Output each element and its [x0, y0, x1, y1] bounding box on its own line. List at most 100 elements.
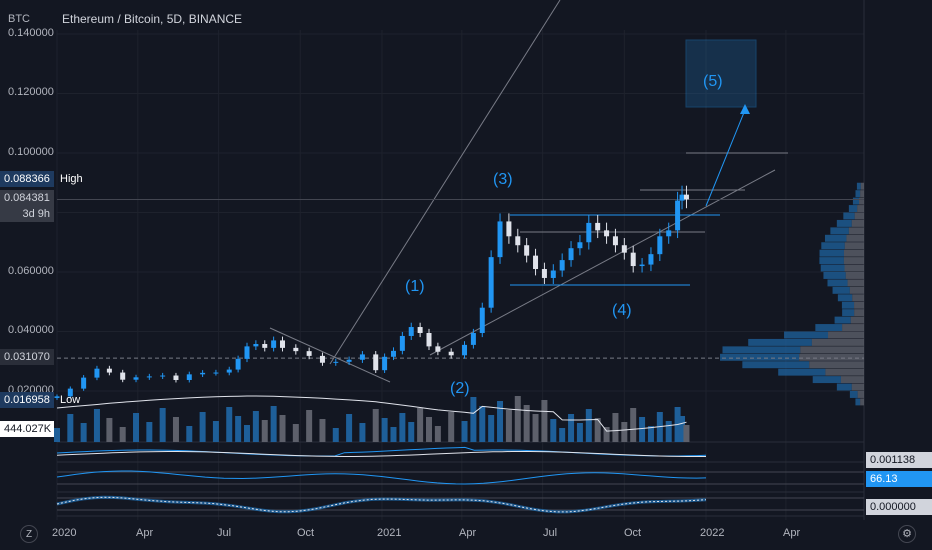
candle-body [417, 327, 423, 333]
profile-bar-up [819, 257, 844, 265]
profile-bar-up [842, 309, 855, 317]
price-tick: 0.100000 [8, 146, 54, 158]
volume-bar [679, 416, 686, 442]
profile-bar-down [846, 234, 864, 242]
candle-body [146, 376, 152, 378]
trendline-long [329, 0, 561, 365]
profile-bar-down [848, 227, 864, 235]
profile-bar-up [832, 286, 850, 294]
candle-body [506, 221, 512, 237]
candle-body [106, 368, 112, 373]
volume-ma-line [56, 395, 687, 432]
candle-body [462, 344, 468, 356]
low-label: Low [60, 394, 81, 406]
volume-bar [497, 401, 504, 442]
wave-label-3[interactable]: (3) [493, 171, 513, 188]
candle-body [470, 332, 476, 345]
profile-bar-down [825, 368, 864, 376]
profile-bar-up [836, 219, 852, 227]
profile-bar-down [849, 286, 864, 294]
volume-bar [603, 427, 610, 442]
profile-bar-down [860, 398, 864, 406]
volume-bar [186, 426, 193, 442]
volume-bar [252, 411, 259, 442]
high-value-tag: 0.088366 [0, 171, 54, 187]
profile-bar-down [840, 376, 864, 384]
scale-button[interactable]: Z [20, 525, 38, 543]
candle-body [577, 242, 583, 249]
volume-bar [408, 422, 415, 442]
volume-bar [594, 418, 601, 442]
time-tick: Apr [136, 527, 154, 539]
candle-body [559, 260, 565, 271]
volume-bars [54, 395, 690, 442]
target-box [685, 39, 757, 108]
volume-bar [359, 423, 366, 442]
candle-body [253, 343, 259, 347]
volume-bar [306, 410, 313, 442]
wave-label-5[interactable]: (5) [703, 73, 723, 90]
profile-bar-up [742, 361, 810, 369]
profile-bar-down [860, 182, 864, 190]
volume-bar [448, 412, 455, 442]
volume-bar [532, 414, 539, 442]
profile-bar-up [843, 212, 855, 220]
volume-bar [226, 407, 233, 442]
candle-body [541, 269, 547, 278]
candle-body [306, 351, 312, 356]
candle-body [666, 230, 672, 237]
volume-bar [106, 418, 113, 442]
candle-body [81, 377, 87, 389]
volume-bar [346, 414, 353, 442]
profile-bar-up [819, 249, 844, 257]
volume-bar [514, 396, 521, 442]
currency-label: BTC [8, 13, 30, 25]
settings-gear-icon[interactable]: ⚙ [898, 525, 916, 543]
time-tick: Jul [543, 527, 558, 539]
candle-body [679, 194, 685, 201]
profile-bar-up [778, 368, 826, 376]
time-tick: Apr [459, 527, 477, 539]
candle-body [186, 374, 192, 380]
time-tick: 2020 [52, 527, 77, 539]
wave-label-2[interactable]: (2) [450, 380, 470, 397]
profile-bar-down [847, 279, 864, 287]
profile-bar-down [857, 391, 864, 398]
profile-bar-down [809, 361, 864, 369]
volume-value-tag: 444.027K [0, 421, 54, 437]
profile-bar-down [799, 353, 864, 361]
volume-bar [261, 420, 268, 442]
profile-bar-up [848, 205, 858, 212]
profile-bar-up [827, 279, 848, 287]
profile-bar-down [857, 205, 864, 212]
candle-body [621, 245, 627, 253]
profile-bar-up [820, 264, 845, 272]
symbol-title[interactable]: Ethereum / Bitcoin, 5D, BINANCE [62, 12, 243, 26]
profile-bar-down [850, 316, 864, 324]
rsi-value-tag: 66.13 [866, 471, 932, 487]
profile-bar-down [854, 301, 864, 309]
profile-bar-up [821, 242, 845, 250]
profile-bar-up [841, 301, 855, 309]
wave-label-4[interactable]: (4) [612, 302, 632, 319]
candle-body [382, 356, 388, 371]
volume-bar [488, 415, 495, 442]
time-tick: Oct [297, 527, 315, 539]
profile-bar-up [720, 353, 800, 361]
candle-body [120, 372, 126, 380]
volume-bar [585, 409, 592, 442]
candle-body [497, 221, 503, 258]
volume-bar [93, 409, 100, 442]
profile-bar-down [860, 190, 864, 198]
volume-bar [523, 405, 530, 442]
wave-label-1[interactable]: (1) [405, 278, 425, 295]
candle-body [280, 340, 286, 348]
volume-bar [434, 426, 441, 442]
volume-bar [612, 413, 619, 442]
profile-bar-up [852, 197, 860, 205]
profile-bar-up [855, 398, 861, 406]
volume-bar [390, 427, 397, 442]
profile-bar-up [784, 331, 829, 339]
candle-body [408, 327, 414, 336]
